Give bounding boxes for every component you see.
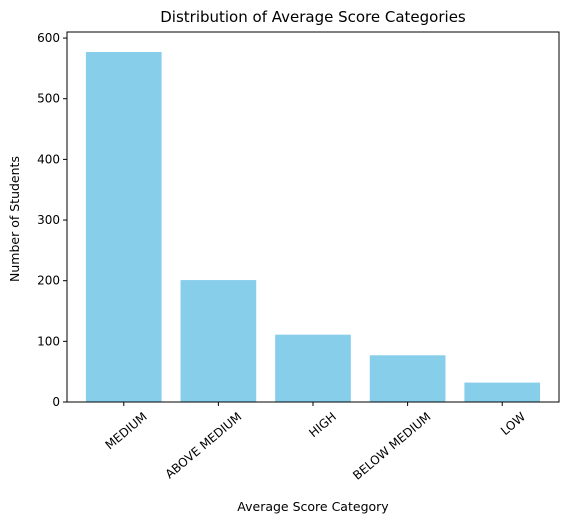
bar-below-medium (369, 355, 446, 402)
y-tick-label: 400 (37, 152, 60, 166)
y-axis-label: Number of Students (7, 156, 22, 282)
x-tick-label: BELOW MEDIUM (350, 410, 433, 483)
x-tick-label: HIGH (306, 410, 339, 441)
chart-title: Distribution of Average Score Categories (160, 8, 466, 26)
y-axis: 0 100 200 300 400 500 600 (37, 31, 67, 409)
x-tick-label: MEDIUM (103, 410, 150, 453)
plot-frame (66, 31, 560, 403)
y-tick-label: 100 (37, 334, 60, 348)
y-tick-label: 600 (37, 31, 60, 45)
x-axis-label: Average Score Category (237, 499, 389, 514)
x-axis: MEDIUM ABOVE MEDIUM HIGH BELOW MEDIUM LOW (103, 402, 528, 483)
y-tick-label: 200 (37, 274, 60, 288)
y-tick-label: 500 (37, 92, 60, 106)
bar-low (464, 382, 541, 402)
x-tick-label: LOW (498, 409, 528, 438)
y-tick-label: 0 (52, 395, 60, 409)
bar-high (275, 334, 351, 402)
y-tick-label: 300 (37, 213, 60, 227)
bar-above-medium (180, 280, 257, 402)
bar-medium (85, 52, 162, 403)
bars-layer (85, 52, 541, 403)
x-tick-label: ABOVE MEDIUM (163, 410, 245, 482)
